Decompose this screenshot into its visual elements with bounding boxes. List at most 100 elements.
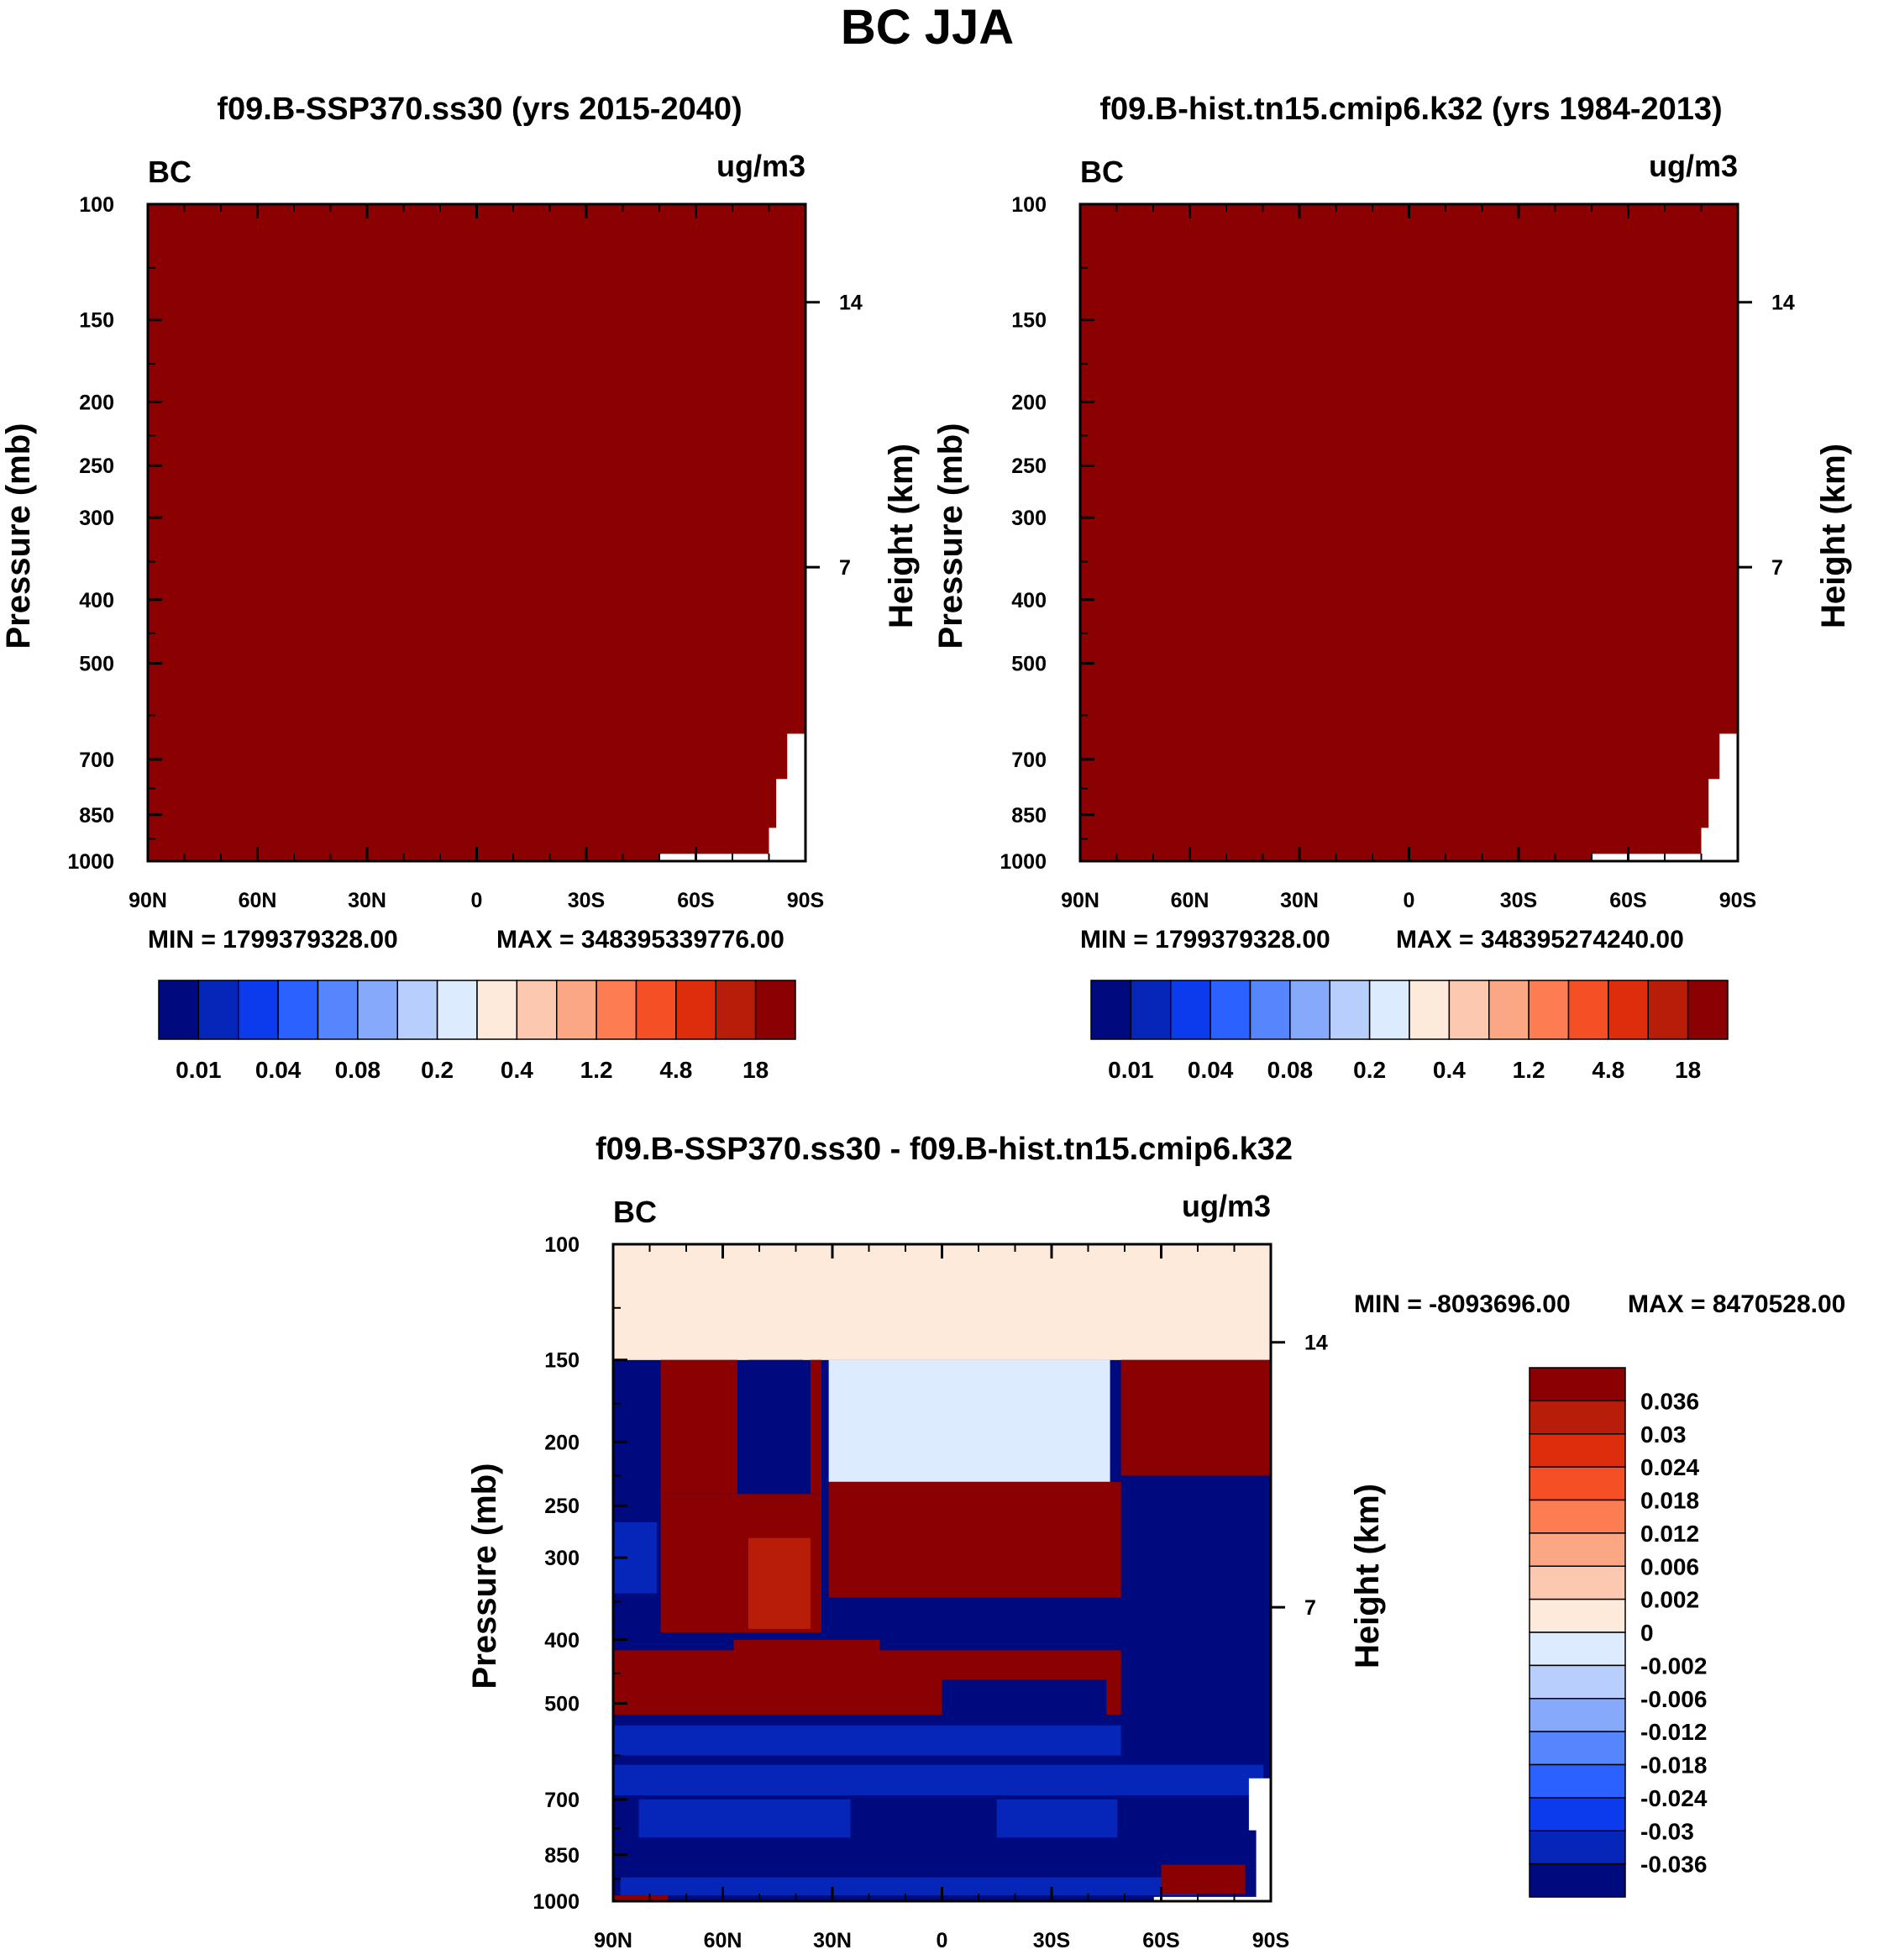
colorbar-box <box>277 980 319 1040</box>
contour-plot <box>148 204 805 861</box>
colorbar-box <box>1409 980 1451 1040</box>
colorbar-box <box>197 980 239 1040</box>
plot-frame <box>1078 202 1739 863</box>
max-label: MAX = 348395274240.00 <box>1396 926 1684 954</box>
colorbar-label: 0.4 <box>1433 1057 1466 1083</box>
colorbar-label: -0.006 <box>1640 1686 1707 1712</box>
y-tick-label: 850 <box>544 1844 580 1868</box>
height-tick-label: 14 <box>839 292 863 315</box>
colorbar-label: 0.2 <box>421 1057 454 1083</box>
y-tick-label: 1000 <box>533 1890 580 1914</box>
colorbar-box <box>1529 1565 1626 1600</box>
colorbar-box <box>556 980 597 1040</box>
x-tick-label: 30S <box>1500 889 1537 912</box>
colorbar-box <box>1130 980 1172 1040</box>
min-label: MIN = 1799379328.00 <box>1080 926 1330 954</box>
colorbar-label: 4.8 <box>659 1057 692 1083</box>
panel-difference: f09.B-SSP370.ss30 - f09.B-hist.tn15.cmip… <box>466 1132 1845 1952</box>
missing-data-region <box>659 733 805 861</box>
x-tick-label: 60S <box>1609 889 1646 912</box>
y-tick-label: 400 <box>544 1629 580 1653</box>
field-fill <box>1080 204 1738 861</box>
panel-ssp370: f09.B-SSP370.ss30 (yrs 2015-2040) BC ug/… <box>0 92 920 1083</box>
colorbar-label: -0.018 <box>1640 1752 1707 1779</box>
max-label: MAX = 8470528.00 <box>1628 1290 1845 1318</box>
colorbar-box <box>1529 1598 1626 1633</box>
colorbar-label: 0.04 <box>255 1057 302 1083</box>
colorbar-label: 0.018 <box>1640 1488 1699 1514</box>
colorbar-label: 0.01 <box>176 1057 222 1083</box>
right-axis-label: Height (km) <box>1349 1484 1386 1668</box>
region-zero-negative <box>828 1359 1110 1482</box>
x-tick-label: 90S <box>1719 889 1756 912</box>
y-tick-label: 200 <box>544 1431 580 1454</box>
colorbar-label: -0.024 <box>1640 1785 1708 1811</box>
colorbar-label: -0.03 <box>1640 1818 1694 1844</box>
y-tick-label: 100 <box>79 193 114 217</box>
colorbar-box <box>1249 980 1291 1040</box>
colorbar-box <box>1529 1731 1626 1766</box>
region-blue <box>620 1877 1198 1896</box>
region-red <box>828 1481 1121 1598</box>
x-tick-label: 30N <box>348 889 386 912</box>
colorbar-label: 1.2 <box>580 1057 613 1083</box>
colorbar-label: 18 <box>742 1057 769 1083</box>
colorbar-label: 1.2 <box>1513 1057 1545 1083</box>
x-tick-label: 0 <box>471 889 483 912</box>
y-axis-label: Pressure (mb) <box>466 1463 503 1689</box>
missing-data-region <box>1592 733 1738 861</box>
x-tick-label: 0 <box>1404 889 1415 912</box>
right-axis-label: Height (km) <box>1815 444 1852 628</box>
y-tick-label: 250 <box>544 1495 580 1518</box>
region-red <box>1120 1359 1271 1476</box>
height-tick-label: 7 <box>839 556 851 580</box>
field-fill <box>148 204 805 861</box>
colorbar-label: 0.2 <box>1353 1057 1386 1083</box>
units-label: ug/m3 <box>716 149 805 183</box>
y-tick-label: 500 <box>1011 653 1047 676</box>
panel-title: f09.B-hist.tn15.cmip6.k32 (yrs 1984-2013… <box>1099 92 1722 127</box>
y-tick-label: 150 <box>79 309 114 333</box>
region-positive-small <box>613 1244 1271 1360</box>
region-navy <box>850 1799 997 1838</box>
region-navy <box>942 1679 1107 1718</box>
region-blue <box>613 1764 1264 1795</box>
colorbar-box <box>1488 980 1530 1040</box>
y-tick-label: 250 <box>79 455 114 478</box>
y-tick-label: 500 <box>544 1693 580 1716</box>
x-tick-label: 30N <box>1280 889 1319 912</box>
colorbar-box <box>317 980 359 1040</box>
min-label: MIN = 1799379328.00 <box>148 926 398 954</box>
colorbar-box <box>635 980 677 1040</box>
height-tick-label: 7 <box>1771 556 1783 580</box>
colorbar-box <box>754 980 796 1040</box>
colorbar-label: 18 <box>1675 1057 1701 1083</box>
colorbar-box <box>1529 1367 1626 1402</box>
colorbar-box <box>1567 980 1609 1040</box>
height-tick-label: 7 <box>1304 1596 1316 1620</box>
y-tick-label: 1000 <box>67 850 114 874</box>
variable-label: BC <box>613 1195 657 1229</box>
height-tick-label: 14 <box>1304 1332 1328 1355</box>
colorbar-box <box>1529 1797 1626 1831</box>
colorbar-box <box>516 980 558 1040</box>
region-red <box>660 1359 737 1495</box>
y-tick-label: 100 <box>1011 193 1047 217</box>
colorbar-box <box>1368 980 1410 1040</box>
contour-plot <box>1080 204 1738 861</box>
colorbar-box <box>715 980 757 1040</box>
colorbar-box <box>675 980 716 1040</box>
colorbar-box <box>357 980 398 1040</box>
colorbar-label: -0.036 <box>1640 1852 1707 1878</box>
colorbar-label: 0.08 <box>1267 1057 1314 1083</box>
colorbar-label: -0.012 <box>1640 1719 1707 1745</box>
region-midred <box>748 1537 811 1629</box>
y-tick-label: 150 <box>1011 309 1047 333</box>
x-tick-label: 30N <box>813 1929 852 1952</box>
y-tick-label: 300 <box>79 507 114 530</box>
y-tick-label: 300 <box>1011 507 1047 530</box>
colorbar-box <box>1529 1763 1626 1799</box>
x-tick-label: 30S <box>568 889 605 912</box>
figure-title: BC JJA <box>841 0 1014 55</box>
y-tick-label: 200 <box>1011 391 1047 414</box>
